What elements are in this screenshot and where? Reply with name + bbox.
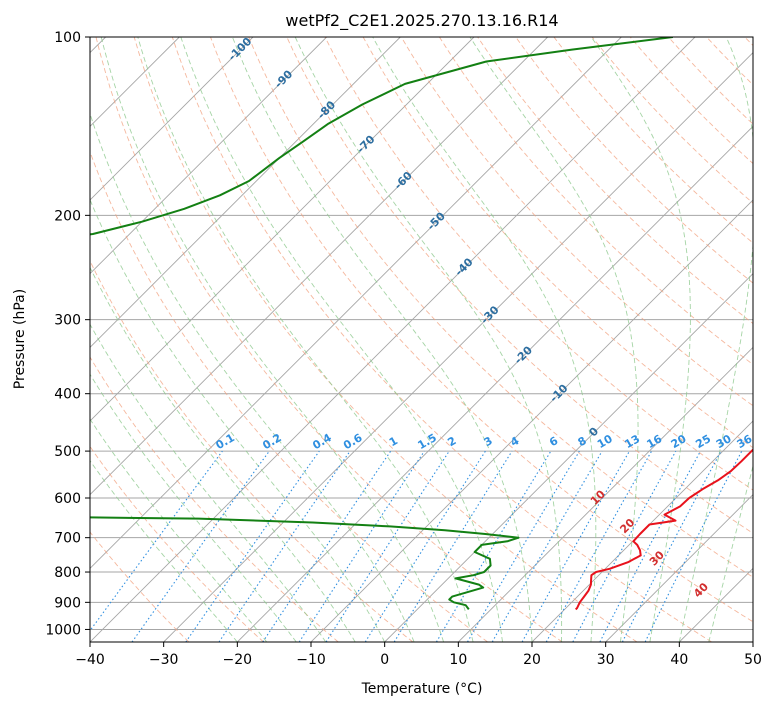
profile-lines <box>90 37 753 611</box>
moist-adiabat <box>90 373 297 642</box>
mixing-ratio-line <box>218 450 351 642</box>
temperature-line <box>574 448 753 611</box>
dry-adiabat <box>90 531 190 642</box>
y-tick-label: 600 <box>54 491 81 507</box>
dry-adiabat <box>90 356 339 642</box>
moist-adiabat <box>590 37 691 642</box>
mixing-ratio-line <box>325 450 450 642</box>
moist-adiabat <box>90 198 386 642</box>
moist-adiabat <box>100 37 445 642</box>
x-tick-label: −40 <box>75 652 105 668</box>
mixing-ratio-line <box>572 450 677 642</box>
y-tick-label: 200 <box>54 208 81 224</box>
y-tick-label: 500 <box>54 444 81 460</box>
isotherm-line <box>90 37 475 422</box>
y-tick-label: 800 <box>54 565 81 581</box>
x-tick-label: 10 <box>449 652 467 668</box>
moist-adiabat <box>90 266 356 642</box>
x-tick-label: −30 <box>149 652 179 668</box>
moist-adiabat <box>90 459 238 642</box>
moist-adiabat <box>90 418 268 642</box>
y-tick-label: 100 <box>54 30 81 46</box>
dry-adiabat <box>286 37 753 534</box>
moist-adiabat <box>469 37 639 642</box>
x-tick-label: −20 <box>223 652 253 668</box>
moist-adiabat <box>372 37 597 642</box>
dry-adiabat <box>90 445 264 642</box>
isotherm-line <box>384 273 753 642</box>
y-tick-label: 700 <box>54 531 81 547</box>
dry-adiabat <box>362 37 753 449</box>
mixing-ratio-line <box>545 450 653 642</box>
y-axis-label: Pressure (hPa) <box>12 289 28 389</box>
isotherm-line <box>90 37 622 569</box>
isotherm-line <box>237 125 753 642</box>
mixing-ratio-line <box>393 450 513 642</box>
moist-adiabat <box>231 37 533 642</box>
moist-adiabat <box>90 323 327 642</box>
dry-adiabat <box>90 150 488 642</box>
chart-title: wetPf2_C2E1.2025.270.13.16.R14 <box>285 11 558 31</box>
y-tick-label: 1000 <box>45 622 81 638</box>
dewpoint-line <box>90 37 674 610</box>
mixing-ratio-line <box>644 450 743 642</box>
y-tick-label: 400 <box>54 387 81 403</box>
y-tick-label: 900 <box>54 595 81 611</box>
axes: −40 −30 −20 −10 0 10 20 30 40 50 100 200 300 400 500 60… <box>45 30 762 668</box>
dry-adiabat <box>210 37 753 623</box>
isotherm-line <box>605 494 753 642</box>
moist-adiabat <box>708 464 753 642</box>
dry-adiabat <box>90 259 414 642</box>
dry-adiabat <box>439 37 753 366</box>
mixing-ratio-line <box>131 450 270 642</box>
dry-adiabat <box>477 37 753 325</box>
dry-adiabat <box>133 37 638 642</box>
x-tick-label: −10 <box>296 652 326 668</box>
x-axis-label: Temperature (°C) <box>361 681 483 697</box>
isotherm-line <box>90 37 696 642</box>
x-tick-label: 50 <box>744 652 762 668</box>
mixing-ratio-line <box>90 450 223 632</box>
isotherm-line <box>90 37 548 496</box>
mixing-ratio-line <box>262 450 392 642</box>
moist-adiabat <box>678 37 753 642</box>
y-tick-label: 300 <box>54 313 81 329</box>
isotherm-line <box>90 37 401 348</box>
isotherm-line <box>90 37 254 201</box>
x-tick-label: 30 <box>597 652 615 668</box>
background-lines <box>90 37 753 642</box>
x-tick-label: 20 <box>523 652 541 668</box>
isotherm-line <box>163 52 753 642</box>
x-tick-label: 0 <box>380 652 389 668</box>
plot-frame <box>89 36 754 643</box>
x-tick-label: 40 <box>670 652 688 668</box>
moist-adiabat <box>294 37 563 642</box>
dry-adiabat <box>171 37 712 642</box>
moist-adiabat <box>180 37 503 642</box>
mixing-ratio-line <box>185 450 320 642</box>
dry-adiabat <box>95 37 563 642</box>
mixing-ratio-line <box>298 450 425 642</box>
moist-adiabat <box>137 37 474 642</box>
isotherm-line <box>458 346 753 642</box>
isotherm-line <box>90 37 327 275</box>
mixing-ratio-line <box>521 450 630 642</box>
